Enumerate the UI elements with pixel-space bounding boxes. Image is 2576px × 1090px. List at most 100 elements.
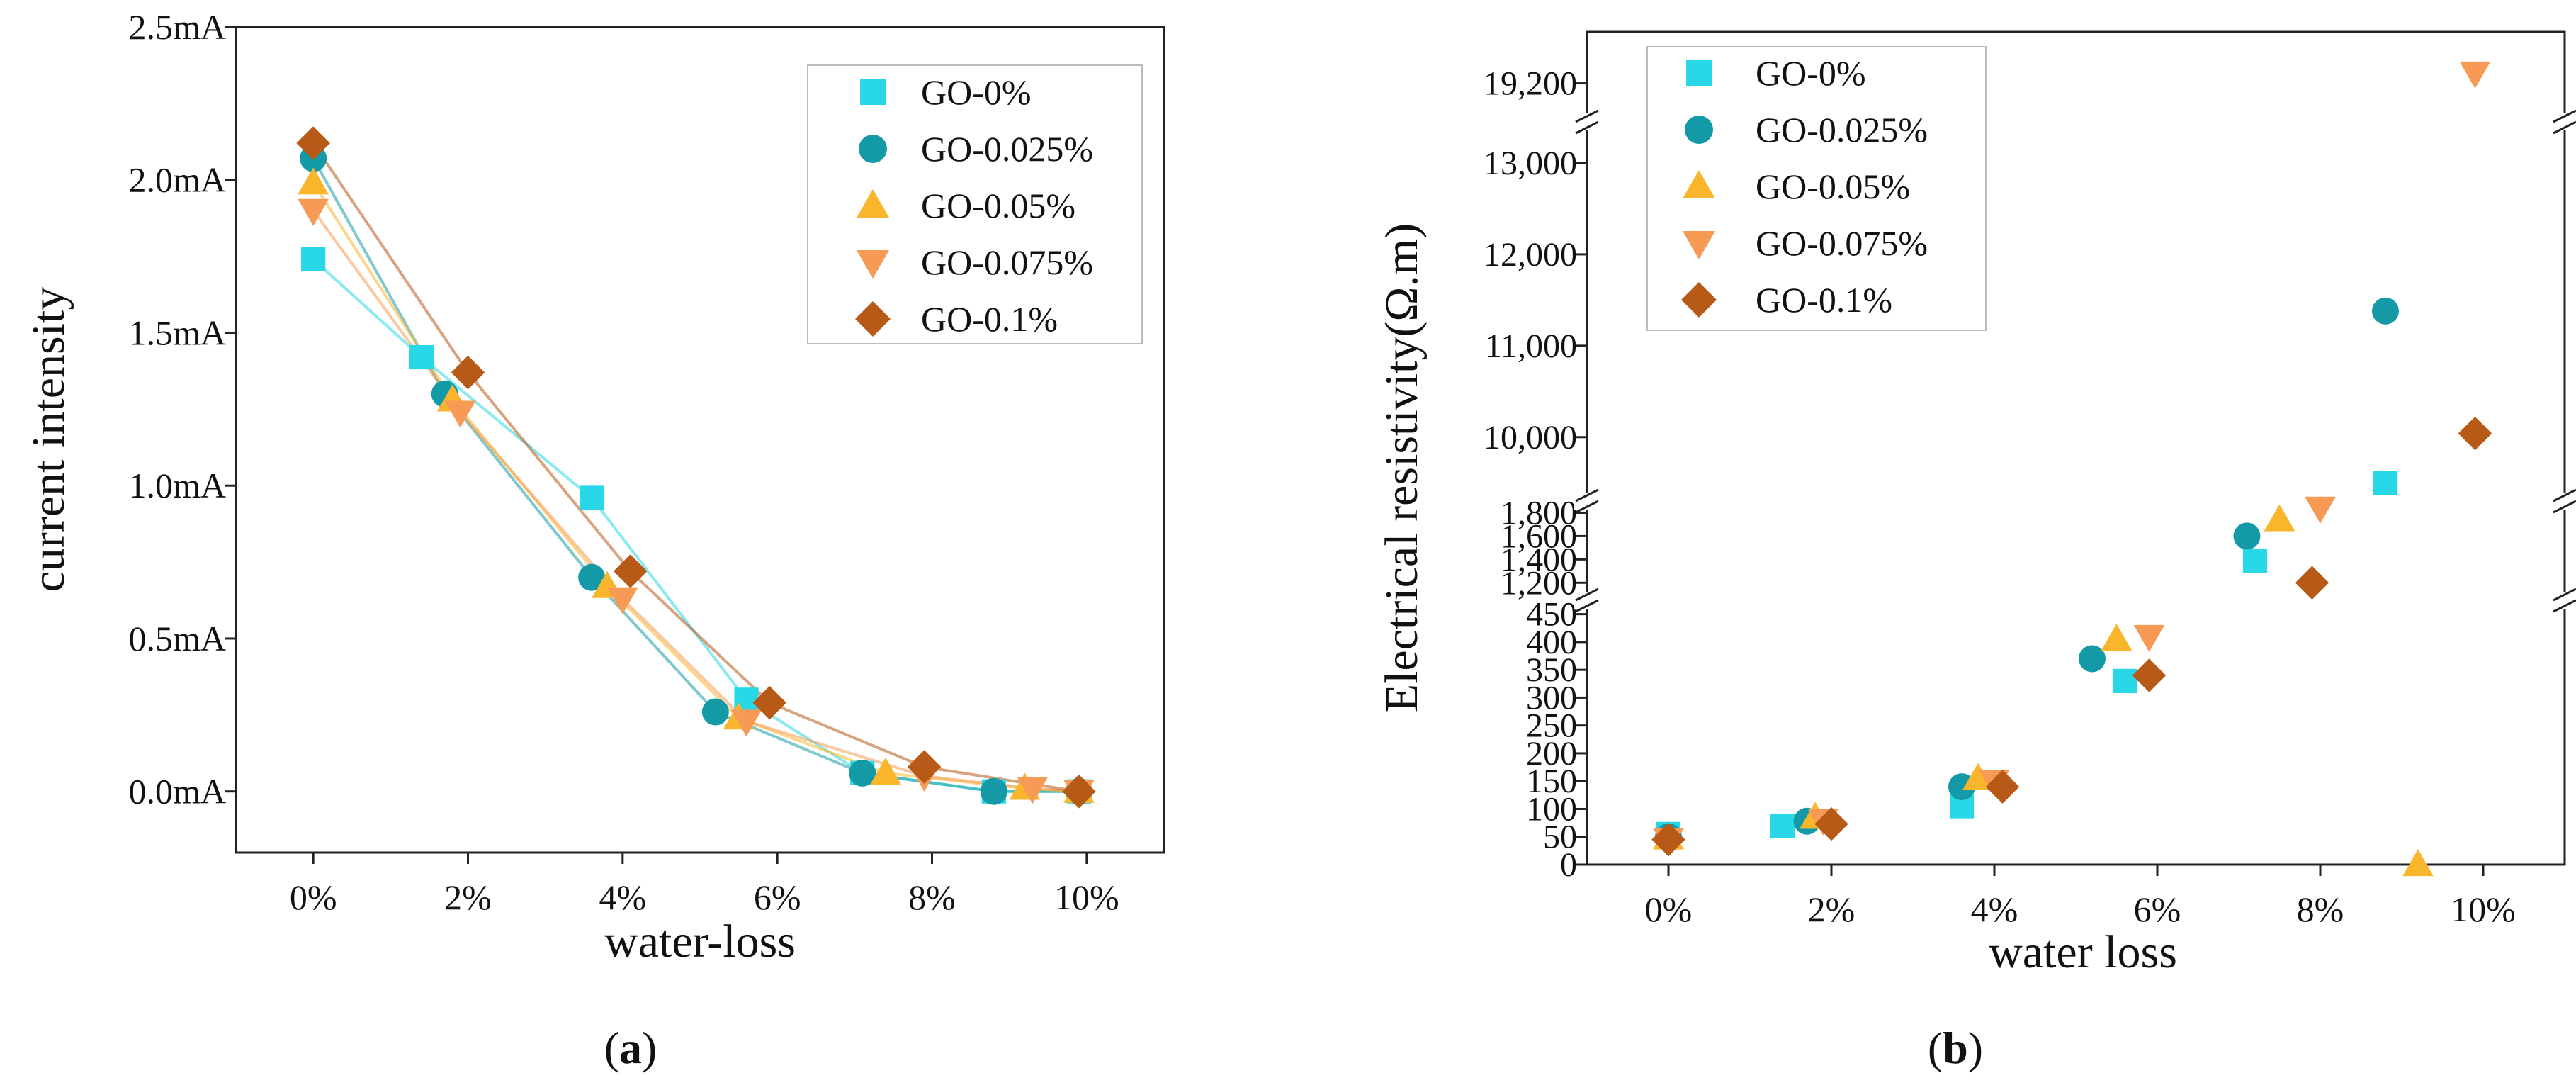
caption-open: ( (604, 1023, 619, 1073)
plot-frame (235, 26, 1165, 854)
axis-breaks (1574, 109, 2576, 613)
axes: 0% 2% 4% 6% 8% 10% 050100150200250300350400450… (1484, 65, 2516, 929)
y-tick-label: 0.0mA (129, 772, 227, 811)
data-point (2079, 645, 2106, 673)
x-tick-label: 4% (599, 877, 647, 917)
data-point (296, 126, 330, 160)
trend-line (312, 142, 1080, 793)
axis-break-mark (2553, 500, 2576, 514)
y-tick-label: 2.5mA (129, 7, 227, 47)
axis-break-mark (1575, 588, 1599, 602)
legend-entries: GO-0% GO-0.025% GO-0.05% GO-0.075% GO-0.1% (1681, 53, 1928, 320)
data-point (980, 777, 1007, 805)
data-point (1017, 777, 1049, 804)
legend-marker (855, 301, 891, 337)
y-tick-label: 400 (1526, 624, 1577, 661)
data-point (451, 355, 485, 390)
y-tick-label: 11,000 (1485, 327, 1577, 365)
legend-label: GO-0.025% (921, 129, 1093, 169)
x-tick-label: 4% (1971, 889, 2018, 929)
data-point (2101, 624, 2132, 651)
x-axis-label: water loss (1989, 926, 2177, 978)
data-point (2305, 496, 2336, 524)
data-point (578, 563, 606, 591)
data-point (606, 587, 638, 614)
legend-marker (859, 135, 887, 163)
y-tick-label: 50 (1543, 819, 1577, 856)
plot-frame (1586, 30, 2566, 866)
data-point (849, 759, 876, 787)
data-point (2242, 548, 2268, 573)
legend-marker (1683, 170, 1715, 198)
y-tick-label: 100 (1526, 790, 1577, 828)
data-point (2233, 522, 2261, 550)
x-tick-label: 6% (754, 877, 801, 917)
axes: 0% 2% 4% 6% 8% 10% 0.0mA 0.5mA 1.0mA 1.5mA 2.0mA 2.… (129, 7, 1119, 917)
axis-break-mark (2553, 599, 2576, 613)
panel-caption: (a) (604, 1023, 657, 1073)
y-tick-label: 12,000 (1484, 236, 1577, 274)
x-tick-label: 2% (1808, 889, 1855, 929)
y-tick-label: 150 (1526, 763, 1577, 800)
legend: GO-0% GO-0.025% GO-0.05% GO-0.075% GO-0.1% (807, 64, 1143, 344)
caption-open: ( (1928, 1023, 1943, 1073)
x-tick-label: 10% (2451, 889, 2516, 929)
data-point (614, 554, 648, 588)
y-tick-label: 13,000 (1484, 145, 1577, 182)
axis-break-mark (1575, 500, 1599, 514)
axis-break-mark (1575, 109, 1599, 123)
y-tick-label: 200 (1526, 735, 1577, 772)
legend-label: GO-0.05% (921, 186, 1075, 225)
y-tick-label: 10,000 (1484, 419, 1577, 456)
caption-close: ) (1968, 1023, 1983, 1073)
legend-label: GO-0.075% (1756, 223, 1928, 263)
data-point (409, 344, 434, 370)
y-tick-label: 350 (1526, 651, 1577, 689)
x-tick-label: 10% (1054, 877, 1119, 917)
y-axis-label: Electrical resistivity(Ω.m) (1376, 223, 1428, 713)
axis-break-mark (1575, 488, 1599, 502)
data-point (2458, 416, 2492, 451)
data-point (2295, 566, 2329, 600)
x-axis-label: water-loss (604, 916, 796, 967)
data-point (1985, 770, 2020, 804)
data-point (298, 198, 329, 226)
legend-marker (857, 250, 889, 279)
chart-panel-b: 0% 2% 4% 6% 8% 10% 050100150200250300350400450… (1376, 30, 2576, 1073)
data-points (296, 126, 1096, 809)
data-point (2402, 849, 2434, 877)
data-point (701, 698, 729, 726)
legend-label: GO-0.075% (921, 242, 1093, 282)
legend-marker (857, 189, 889, 218)
legend-marker (1683, 231, 1715, 259)
data-point (301, 247, 326, 272)
axis-break-mark (2553, 120, 2576, 135)
x-tick-label: 8% (2297, 889, 2344, 929)
legend-label: GO-0% (1756, 53, 1866, 93)
y-tick-label: 1.5mA (129, 313, 227, 352)
y-axis-label: current intensity (23, 287, 74, 592)
data-point (2132, 658, 2167, 692)
y-tick-label: 0.5mA (129, 619, 227, 658)
caption-letter: b (1943, 1023, 1968, 1073)
data-point (1814, 807, 1848, 841)
y-tick-label: 450 (1526, 596, 1577, 634)
y-tick-label: 1.0mA (129, 466, 227, 505)
data-point (2112, 668, 2137, 693)
caption-letter: a (619, 1023, 642, 1073)
axis-break-mark (1575, 120, 1599, 135)
data-point (870, 757, 901, 785)
legend-label: GO-0.05% (1756, 167, 1910, 206)
y-tick-label: 0 (1560, 846, 1577, 884)
x-tick-label: 0% (1645, 889, 1693, 929)
x-tick-label: 2% (444, 877, 492, 917)
x-tick-label: 6% (2134, 889, 2181, 929)
axis-break-mark (1575, 599, 1599, 613)
data-point (2372, 297, 2399, 325)
y-tick-label: 300 (1526, 679, 1577, 717)
data-point (1651, 822, 1685, 857)
data-points (1651, 61, 2492, 877)
data-point (298, 167, 329, 195)
panel-caption: (b) (1928, 1023, 1983, 1073)
